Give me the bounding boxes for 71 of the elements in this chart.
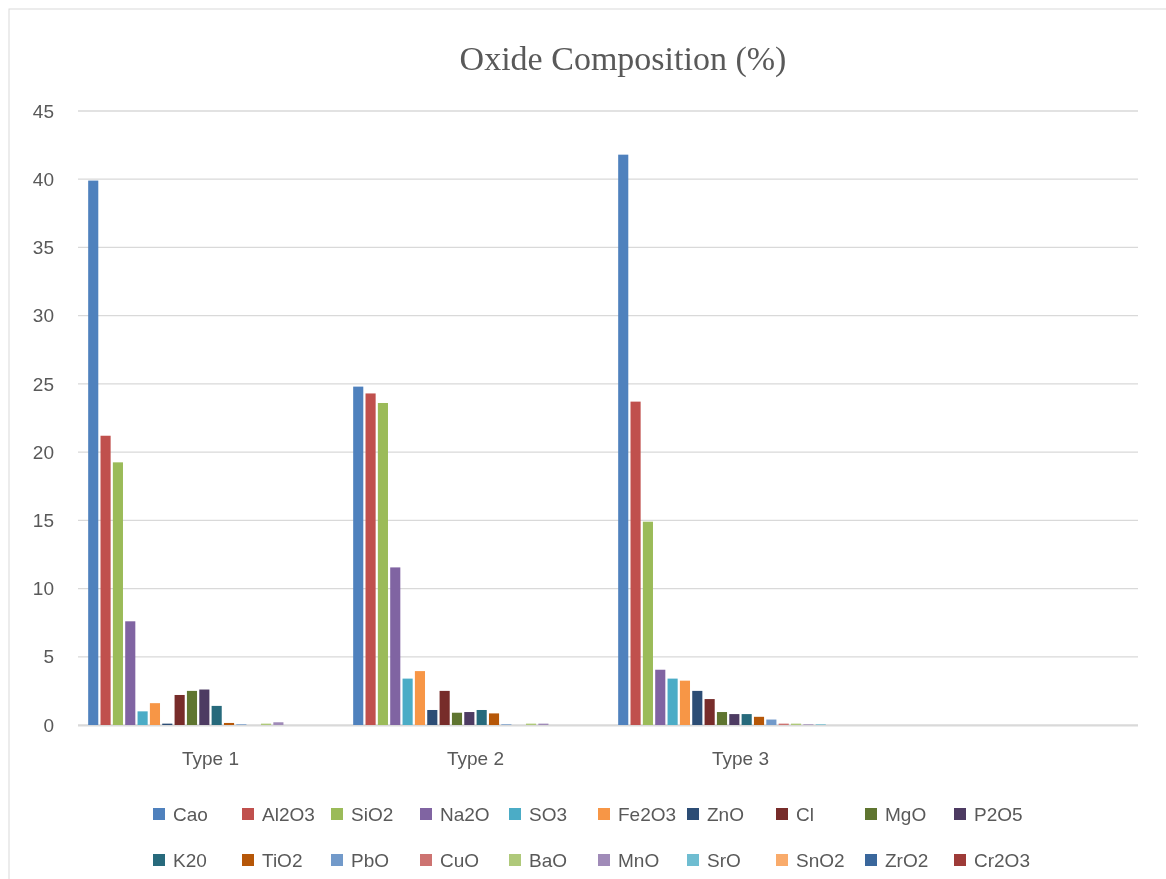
bar	[199, 689, 210, 725]
bar	[414, 671, 426, 725]
bar	[353, 386, 364, 725]
bar	[476, 709, 487, 725]
bar	[642, 521, 653, 725]
bar	[88, 180, 99, 725]
bar	[439, 690, 450, 725]
bar	[464, 712, 475, 725]
y-tick-label: 10	[32, 578, 54, 600]
bar	[186, 690, 198, 725]
legend-label: Cao	[173, 803, 208, 825]
bar	[618, 154, 629, 725]
legend-label: ZrO2	[885, 849, 929, 871]
bar	[377, 402, 388, 725]
bar	[667, 678, 678, 725]
bar	[488, 713, 500, 725]
bar	[390, 567, 401, 725]
bar	[451, 712, 463, 725]
y-tick-label: 45	[32, 100, 54, 122]
bar	[729, 714, 740, 725]
bar	[112, 462, 123, 725]
bar	[655, 669, 666, 725]
legend-label: Cl	[796, 803, 814, 825]
bar	[753, 716, 765, 725]
bar	[211, 705, 222, 725]
bar	[174, 694, 185, 725]
y-tick-label: 40	[32, 168, 54, 190]
legend-label: TiO2	[262, 849, 303, 871]
x-tick-label: Type 2	[446, 748, 505, 769]
bar	[630, 401, 641, 725]
y-tick-label: 5	[43, 646, 54, 668]
bar	[125, 621, 136, 725]
bar	[427, 709, 438, 725]
legend-label: Al2O3	[262, 803, 315, 825]
x-tick-label: Type 1	[181, 748, 240, 769]
y-tick-label: 0	[43, 714, 54, 736]
bar	[741, 714, 752, 725]
chart-title: Oxide Composition (%)	[459, 40, 787, 78]
legend-label: BaO	[529, 849, 568, 871]
legend-label: Fe2O3	[618, 803, 677, 825]
bar	[692, 690, 703, 725]
y-tick-label: 25	[32, 373, 54, 395]
legend-label: SrO	[707, 849, 741, 871]
bar	[365, 393, 376, 725]
bar	[766, 719, 777, 725]
bar	[149, 703, 161, 725]
legend-label: ZnO	[707, 803, 744, 825]
legend-label: SiO2	[351, 803, 394, 825]
legend-label: MnO	[618, 849, 660, 871]
y-tick-label: 30	[32, 305, 54, 327]
y-tick-label: 35	[32, 237, 54, 259]
bar	[137, 711, 148, 725]
legend-label: CuO	[440, 849, 480, 871]
legend-label: Na2O	[440, 803, 490, 825]
legend-label: SnO2	[796, 849, 845, 871]
bar	[704, 699, 715, 725]
bar	[223, 722, 235, 725]
legend-label: K20	[173, 849, 207, 871]
x-tick-label: Type 3	[711, 748, 770, 769]
legend-label: PbO	[351, 849, 390, 871]
bar	[402, 678, 413, 725]
bar	[100, 435, 111, 725]
legend-label: SO3	[529, 803, 568, 825]
bar	[273, 722, 284, 725]
legend-label: MgO	[885, 803, 927, 825]
bar	[716, 712, 728, 725]
legend-label: P2O5	[974, 803, 1023, 825]
bar	[679, 680, 691, 725]
legend-label: Cr2O3	[974, 849, 1030, 871]
y-tick-label: 15	[32, 509, 54, 531]
y-tick-label: 20	[32, 441, 54, 463]
